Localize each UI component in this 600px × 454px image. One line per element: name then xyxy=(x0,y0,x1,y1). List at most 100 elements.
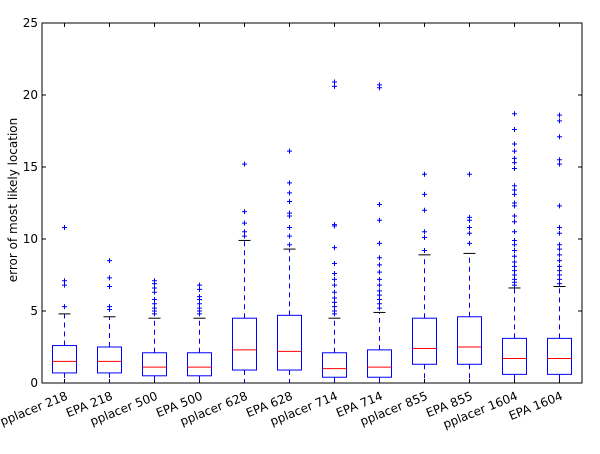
flier-point xyxy=(152,289,157,295)
flier-point xyxy=(107,275,112,281)
flier-point xyxy=(512,276,517,282)
flier-point xyxy=(377,301,382,307)
marks-layer xyxy=(52,79,572,384)
box-group xyxy=(547,112,572,384)
flier-point xyxy=(197,286,202,292)
flier-point xyxy=(242,233,247,239)
flier-point xyxy=(557,276,562,282)
flier-point xyxy=(557,252,562,258)
flier-point xyxy=(512,219,517,225)
y-tick-label: 0 xyxy=(30,376,38,390)
flier-point xyxy=(467,224,472,230)
flier-point xyxy=(377,269,382,275)
flier-point xyxy=(512,213,517,219)
flier-point xyxy=(557,258,562,264)
flier-point xyxy=(152,296,157,302)
box-group xyxy=(367,82,392,384)
flier-point xyxy=(512,111,517,117)
box-iqr xyxy=(232,317,257,371)
box-group xyxy=(232,161,257,384)
flier-point xyxy=(287,233,292,239)
flier-point xyxy=(557,134,562,140)
flier-point xyxy=(422,191,427,197)
flier-point xyxy=(332,260,337,266)
flier-point xyxy=(512,183,517,189)
flier-point xyxy=(557,224,562,230)
flier-point xyxy=(512,259,517,265)
flier-point xyxy=(332,295,337,301)
box-iqr xyxy=(412,317,437,365)
flier-point xyxy=(557,112,562,118)
flier-point xyxy=(467,240,472,246)
box-iqr xyxy=(322,352,347,378)
flier-point xyxy=(557,246,562,252)
flier-point xyxy=(107,258,112,264)
flier-point xyxy=(512,148,517,154)
y-tick-label: 25 xyxy=(23,16,38,30)
flier-point xyxy=(512,237,517,243)
flier-point xyxy=(512,155,517,161)
box-iqr xyxy=(457,316,482,365)
flier-point xyxy=(512,272,517,278)
flier-point xyxy=(287,242,292,248)
box-group xyxy=(502,111,527,384)
flier-point xyxy=(332,79,337,85)
flier-point xyxy=(62,224,67,230)
y-tick-label: 15 xyxy=(23,160,38,174)
flier-point xyxy=(377,282,382,288)
flier-point xyxy=(377,262,382,268)
flier-point xyxy=(152,278,157,284)
flier-point xyxy=(377,201,382,207)
flier-point xyxy=(377,296,382,302)
flier-point xyxy=(557,203,562,209)
flier-point xyxy=(287,180,292,186)
y-tick-label: 20 xyxy=(23,88,38,102)
box-group xyxy=(97,258,122,384)
flier-point xyxy=(377,292,382,298)
flier-point xyxy=(512,127,517,133)
flier-point xyxy=(287,190,292,196)
flier-point xyxy=(332,271,337,277)
flier-point xyxy=(512,253,517,259)
box-group xyxy=(412,171,437,384)
flier-point xyxy=(512,160,517,166)
flier-point xyxy=(557,230,562,236)
y-tick-label: 5 xyxy=(30,304,38,318)
flier-point xyxy=(332,299,337,305)
flier-point xyxy=(377,240,382,246)
flier-point xyxy=(422,207,427,213)
flier-point xyxy=(422,248,427,254)
flier-point xyxy=(422,171,427,177)
box-group xyxy=(277,148,302,384)
flier-point xyxy=(512,229,517,235)
flier-point xyxy=(242,220,247,226)
plot-frame xyxy=(41,22,583,384)
box-iqr xyxy=(187,352,212,377)
flier-point xyxy=(557,263,562,269)
flier-point xyxy=(62,278,67,284)
flier-point xyxy=(512,141,517,147)
flier-point xyxy=(242,209,247,215)
flier-point xyxy=(512,200,517,206)
flier-point xyxy=(332,276,337,282)
box-group xyxy=(187,282,212,384)
flier-point xyxy=(512,263,517,269)
flier-point xyxy=(467,214,472,220)
y-axis-label: error of most likely location xyxy=(6,118,20,282)
flier-point xyxy=(62,304,67,310)
flier-point xyxy=(512,191,517,197)
flier-point xyxy=(377,305,382,311)
x-tick-label: pplacer 218 xyxy=(0,389,70,429)
flier-point xyxy=(197,305,202,311)
flier-point xyxy=(512,165,517,171)
flier-point xyxy=(332,289,337,295)
box-iqr xyxy=(277,314,302,371)
flier-point xyxy=(512,242,517,248)
flier-point xyxy=(557,242,562,248)
box-iqr xyxy=(367,349,392,378)
box-group xyxy=(52,224,77,384)
flier-point xyxy=(512,268,517,274)
flier-point xyxy=(287,210,292,216)
